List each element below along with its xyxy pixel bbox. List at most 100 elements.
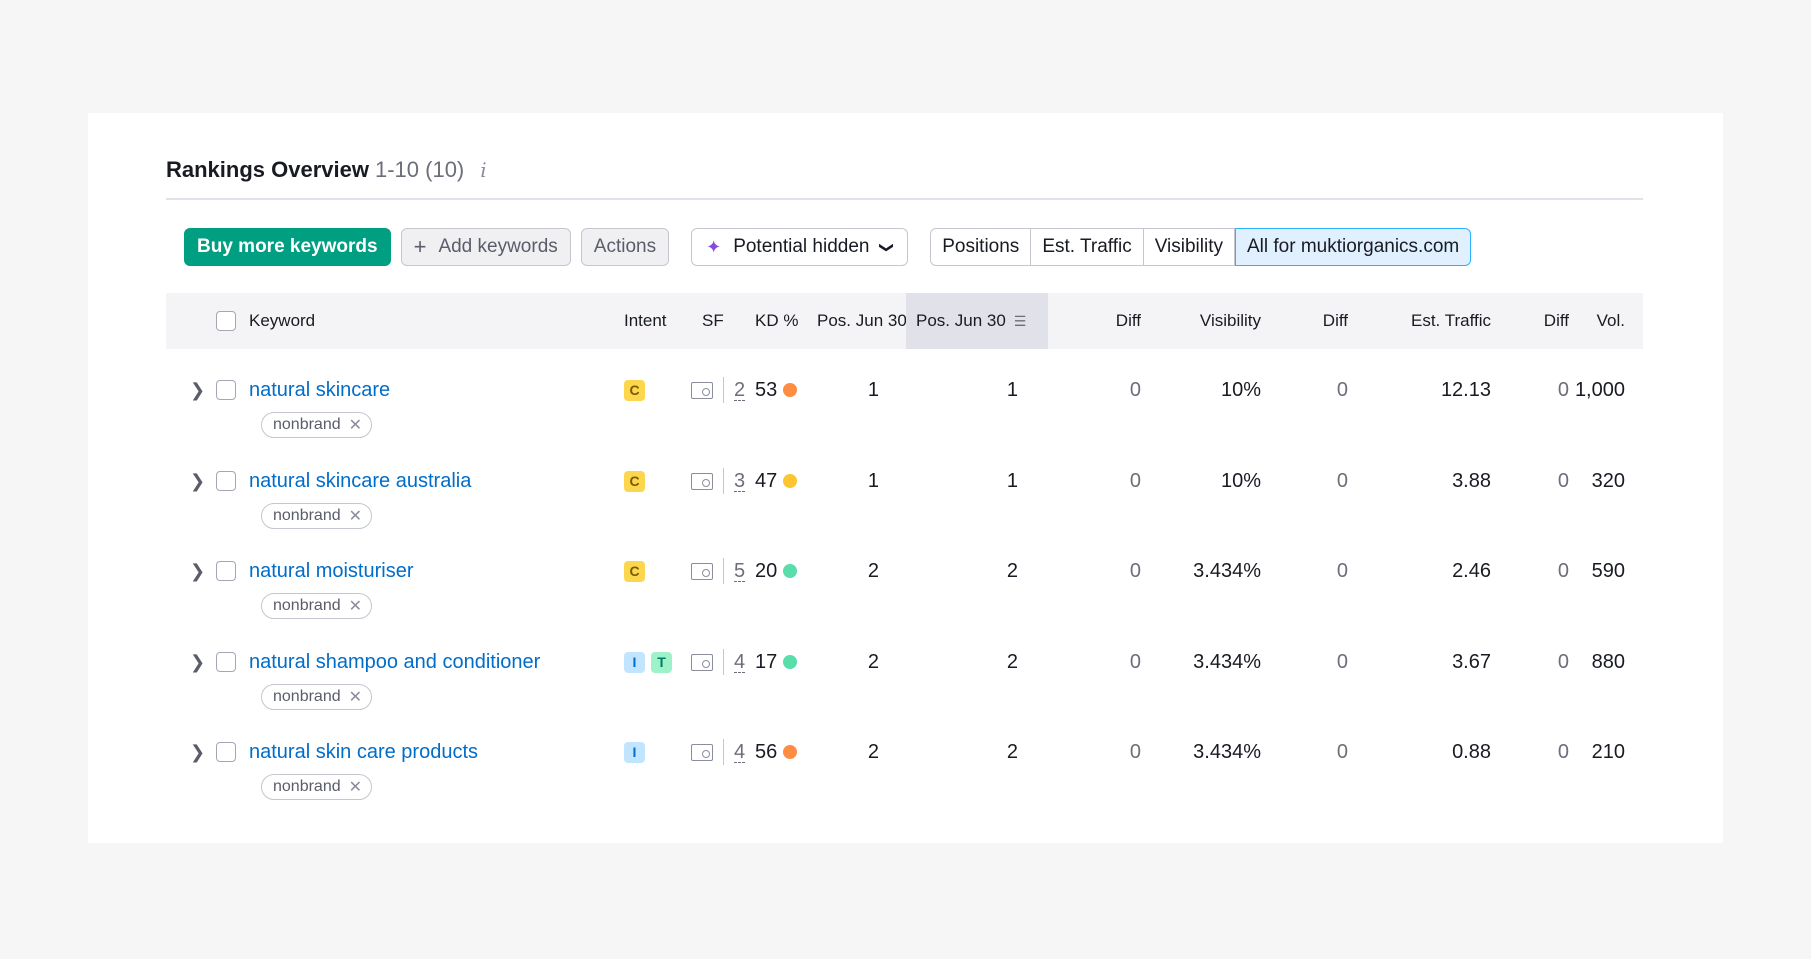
kd-value: 56 [755, 740, 778, 763]
toolbar: Buy more keywords + Add keywords Actions… [184, 228, 1472, 266]
kd-cell: 20 [755, 557, 798, 585]
segment-visibility[interactable]: Visibility [1143, 228, 1235, 266]
sf-count[interactable]: 3 [734, 469, 746, 492]
col-pos-1[interactable]: Pos. Jun 30 [817, 311, 907, 330]
col-pos-2-label: Pos. Jun 30 [916, 311, 1006, 330]
est-traffic-cell: 2.46 [1452, 559, 1491, 582]
segment-positions[interactable]: Positions [930, 228, 1032, 266]
select-all-checkbox[interactable] [216, 311, 236, 331]
tag-label: nonbrand [273, 688, 341, 705]
visibility-cell: 10% [1220, 469, 1261, 492]
col-sf[interactable]: SF [702, 311, 724, 330]
keyword-link[interactable]: natural shampoo and conditioner [249, 650, 541, 673]
diff-1-cell: 0 [1129, 650, 1141, 673]
expand-row-icon[interactable]: ❯ [190, 742, 206, 762]
keyword-link[interactable]: natural skincare [249, 378, 391, 401]
close-icon[interactable]: ✕ [348, 779, 363, 796]
expand-row-icon[interactable]: ❯ [190, 471, 206, 491]
col-est-traffic[interactable]: Est. Traffic [1411, 311, 1491, 330]
close-icon[interactable]: ✕ [348, 598, 363, 615]
kd-value: 17 [755, 650, 778, 673]
col-pos-2-sorted[interactable]: Pos. Jun 30 ☰ [906, 293, 1048, 349]
header-divider [166, 198, 1643, 200]
serp-features-icon[interactable] [691, 743, 713, 761]
tag-label: nonbrand [273, 416, 341, 433]
close-icon[interactable]: ✕ [348, 689, 363, 706]
diff-3-cell: 0 [1557, 469, 1569, 492]
expand-row-icon[interactable]: ❯ [190, 380, 206, 400]
kd-indicator [783, 383, 798, 397]
close-icon[interactable]: ✕ [348, 508, 363, 525]
row-checkbox[interactable] [216, 471, 236, 491]
sparkle-icon: ✦ [706, 236, 722, 257]
intent-badge[interactable]: C [624, 379, 645, 401]
sort-icon[interactable]: ☰ [1013, 312, 1027, 329]
pos-2-cell: 2 [1006, 650, 1018, 673]
result-range: 1-10 (10) [374, 157, 465, 182]
expand-row-icon[interactable]: ❯ [190, 652, 206, 672]
diff-2-cell: 0 [1336, 650, 1348, 673]
col-kd[interactable]: KD % [755, 311, 799, 330]
col-vol[interactable]: Vol. [1596, 311, 1625, 330]
row-checkbox[interactable] [216, 742, 236, 762]
segment-all-for-domain[interactable]: All for muktiorganics.com [1235, 228, 1472, 266]
diff-1-cell: 0 [1129, 469, 1141, 492]
vol-cell: 880 [1591, 650, 1625, 673]
est-traffic-cell: 12.13 [1440, 378, 1491, 401]
pos-1-cell: 2 [867, 740, 879, 763]
keyword-link[interactable]: natural skincare australia [249, 469, 472, 492]
sf-count[interactable]: 4 [734, 650, 746, 673]
potential-hidden-dropdown[interactable]: ✦ Potential hidden ❯ [691, 228, 909, 266]
potential-hidden-label: Potential hidden [733, 236, 870, 257]
kd-indicator [783, 474, 798, 488]
keyword-link[interactable]: natural skin care products [249, 740, 479, 763]
intent-badge[interactable]: C [624, 560, 645, 582]
sf-separator [723, 468, 724, 494]
keyword-tag: nonbrand ✕ [261, 774, 373, 800]
col-keyword[interactable]: Keyword [249, 311, 316, 330]
serp-features-icon[interactable] [691, 653, 713, 671]
row-checkbox[interactable] [216, 561, 236, 581]
actions-button[interactable]: Actions [580, 228, 670, 266]
kd-value: 53 [755, 378, 778, 401]
sf-separator [723, 558, 724, 584]
pos-1-cell: 1 [867, 378, 879, 401]
keyword-link[interactable]: natural moisturiser [249, 559, 414, 582]
add-keywords-button[interactable]: + Add keywords [400, 228, 571, 266]
intent-badge[interactable]: I [624, 651, 645, 673]
close-icon[interactable]: ✕ [348, 417, 363, 434]
col-intent[interactable]: Intent [624, 311, 667, 330]
sf-cell: 3 [691, 467, 746, 495]
intent-cell: I [624, 738, 651, 766]
row-checkbox[interactable] [216, 380, 236, 400]
diff-3-cell: 0 [1557, 559, 1569, 582]
intent-badge[interactable]: I [624, 741, 645, 763]
diff-2-cell: 0 [1336, 740, 1348, 763]
intent-badge[interactable]: C [624, 470, 645, 492]
pos-1-cell: 2 [867, 650, 879, 673]
sf-count[interactable]: 2 [734, 378, 746, 401]
keyword-tag: nonbrand ✕ [261, 412, 373, 438]
intent-badge[interactable]: T [651, 651, 672, 673]
keyword-tag: nonbrand ✕ [261, 503, 373, 529]
serp-features-icon[interactable] [691, 472, 713, 490]
col-diff-1[interactable]: Diff [1115, 311, 1141, 330]
sf-count[interactable]: 4 [734, 740, 746, 763]
diff-2-cell: 0 [1336, 469, 1348, 492]
col-diff-3[interactable]: Diff [1543, 311, 1569, 330]
serp-features-icon[interactable] [691, 562, 713, 580]
info-icon[interactable]: i [480, 158, 487, 182]
expand-row-icon[interactable]: ❯ [190, 561, 206, 581]
segment-est-traffic[interactable]: Est. Traffic [1031, 228, 1144, 266]
buy-more-keywords-button[interactable]: Buy more keywords [184, 228, 391, 266]
sf-count[interactable]: 5 [734, 559, 746, 582]
kd-indicator [783, 655, 798, 669]
sf-cell: 5 [691, 557, 746, 585]
add-keywords-label: Add keywords [438, 236, 558, 257]
col-diff-2[interactable]: Diff [1322, 311, 1348, 330]
row-checkbox[interactable] [216, 652, 236, 672]
col-visibility[interactable]: Visibility [1199, 311, 1261, 330]
kd-cell: 47 [755, 467, 798, 495]
serp-features-icon[interactable] [691, 381, 713, 399]
